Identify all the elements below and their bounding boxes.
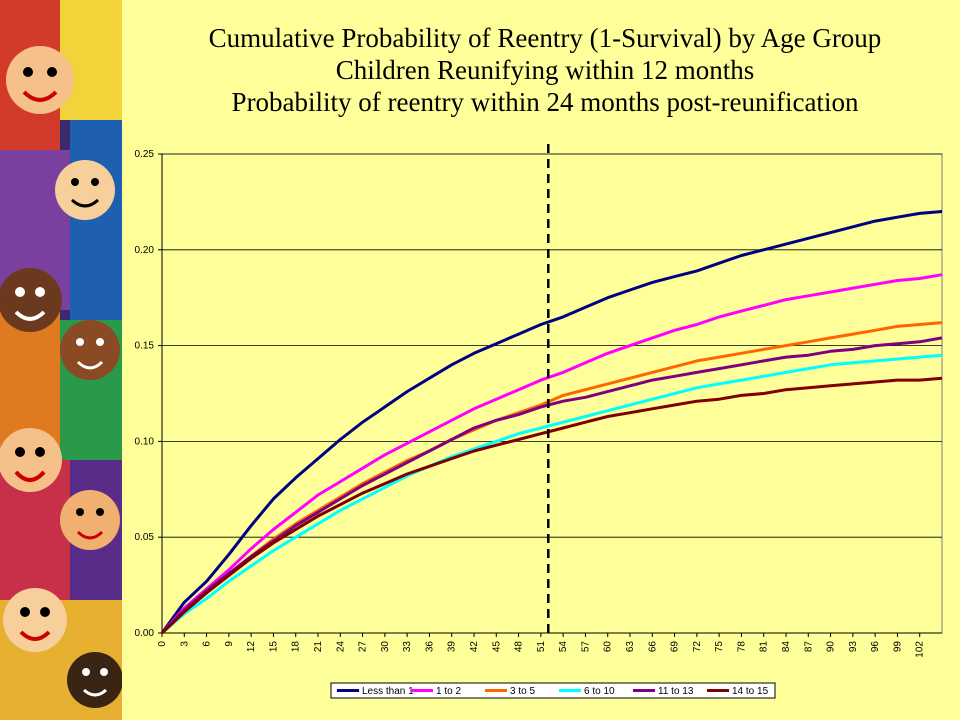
x-tick-label: 81 bbox=[759, 641, 770, 653]
y-tick-label: 0.00 bbox=[135, 628, 155, 639]
face-icon bbox=[67, 652, 122, 708]
y-tick-label: 0.25 bbox=[135, 149, 155, 160]
legend: Less than 1 1 to 2 3 to 5 6 to 10 11 to 13 14… bbox=[330, 682, 776, 699]
x-tick-label: 30 bbox=[380, 641, 391, 653]
line-chart: 0.000.050.100.150.200.25 0 3 6 9 12 15 18 21 24 2… bbox=[135, 144, 943, 699]
x-tick-label: 9 bbox=[224, 641, 235, 647]
title-line-2: Children Reunifying within 12 months bbox=[335, 55, 755, 85]
x-tick-label: 54 bbox=[558, 641, 569, 653]
legend-label: Less than 1 bbox=[362, 686, 414, 697]
decorative-faces-border bbox=[0, 0, 122, 720]
x-tick-label: 84 bbox=[781, 641, 792, 653]
x-tick-label: 27 bbox=[358, 641, 369, 653]
face-icon bbox=[60, 320, 120, 380]
x-tick-label: 57 bbox=[580, 641, 591, 653]
series-line-11-to-13 bbox=[160, 336, 943, 635]
face-icon bbox=[3, 588, 67, 652]
x-tick-label: 12 bbox=[246, 641, 257, 653]
x-tick-label: 87 bbox=[803, 641, 814, 653]
x-tick-label: 42 bbox=[469, 641, 480, 653]
face-icon bbox=[0, 268, 62, 332]
x-tick-label: 90 bbox=[826, 641, 837, 653]
legend-label: 11 to 13 bbox=[658, 686, 694, 697]
gridlines bbox=[161, 153, 943, 634]
x-tick-label: 3 bbox=[179, 641, 190, 647]
y-tick-label: 0.20 bbox=[135, 245, 155, 256]
y-axis-ticks: 0.00 0.05 0.10 0.15 0.20 0.25 bbox=[135, 149, 163, 639]
x-tick-label: 15 bbox=[268, 641, 279, 653]
face-icon bbox=[55, 160, 115, 220]
face-icon bbox=[0, 428, 62, 492]
x-tick-label: 48 bbox=[514, 641, 525, 653]
y-tick-label: 0.15 bbox=[135, 341, 155, 352]
y-tick-label: 0.10 bbox=[135, 436, 155, 447]
x-tick-label: 45 bbox=[491, 641, 502, 653]
x-tick-label: 69 bbox=[670, 641, 681, 653]
y-tick-label: 0.05 bbox=[135, 532, 155, 543]
legend-box bbox=[330, 682, 776, 699]
plot-area bbox=[161, 153, 943, 634]
title-line-3: Probability of reentry within 24 months … bbox=[231, 87, 859, 117]
x-tick-label: 78 bbox=[736, 641, 747, 653]
title-line-1: Cumulative Probability of Reentry (1-Sur… bbox=[208, 23, 882, 53]
x-tick-label: 18 bbox=[291, 641, 302, 653]
x-tick-label: 33 bbox=[402, 641, 413, 653]
chart-title: Cumulative Probability of Reentry (1-Sur… bbox=[130, 22, 960, 118]
x-tick-label: 72 bbox=[692, 641, 703, 653]
x-tick-label: 21 bbox=[313, 641, 324, 653]
series-line-14-to-15 bbox=[160, 376, 943, 635]
x-tick-label: 6 bbox=[202, 641, 213, 647]
legend-label: 3 to 5 bbox=[510, 686, 535, 697]
x-tick-label: 39 bbox=[447, 641, 458, 653]
x-tick-label: 75 bbox=[714, 641, 725, 653]
x-tick-label: 0 bbox=[157, 641, 168, 647]
legend-label: 6 to 10 bbox=[584, 686, 615, 697]
x-tick-label: 102 bbox=[915, 641, 926, 658]
series-line-1-to-2 bbox=[160, 273, 943, 635]
x-tick-label: 63 bbox=[625, 641, 636, 653]
legend-label: 1 to 2 bbox=[436, 686, 461, 697]
legend-label: 14 to 15 bbox=[732, 686, 769, 697]
series-line-6-to-10 bbox=[161, 353, 943, 635]
x-tick-label: 99 bbox=[892, 641, 903, 653]
series-lines bbox=[160, 210, 943, 635]
x-tick-label: 51 bbox=[536, 641, 547, 653]
x-tick-label: 36 bbox=[424, 641, 435, 653]
face-icon bbox=[6, 46, 74, 114]
x-axis-ticks: 0 3 6 9 12 15 18 21 24 27 30 33 36 39 42 45 48 51 54 57 60 63… bbox=[157, 632, 942, 658]
series-line-less-than-1 bbox=[160, 210, 943, 634]
x-tick-label: 93 bbox=[848, 641, 859, 653]
x-tick-label: 66 bbox=[647, 641, 658, 653]
face-icon bbox=[60, 490, 120, 550]
x-tick-label: 96 bbox=[870, 641, 881, 653]
series-line-3-to-5 bbox=[160, 321, 943, 635]
x-tick-label: 24 bbox=[335, 641, 346, 653]
x-tick-label: 60 bbox=[603, 641, 614, 653]
